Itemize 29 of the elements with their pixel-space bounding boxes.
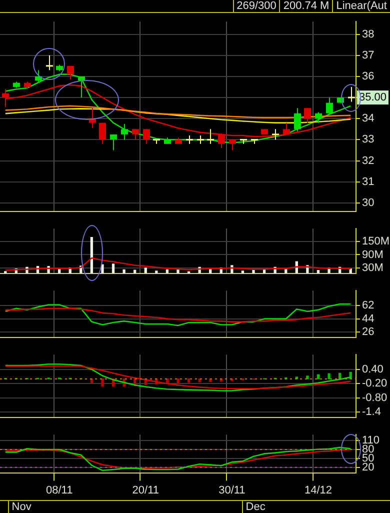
y-tick-label: 34 [362,112,374,125]
text: 200.74 M [279,0,332,12]
y-tick-label: 30 [362,196,374,209]
y-tick-label: 32 [362,154,374,167]
y-tick-label: 150M [362,236,390,248]
x-tick-label: 30/11 [218,484,246,496]
y-tick-label: 20 [362,461,374,474]
y-tick-label: 37 [362,49,374,62]
y-tick-label: 44 [362,312,374,325]
y-tick-label: -0.20 [362,378,388,390]
y-tick-label: 30M [362,262,384,274]
y-tick-label: 31 [362,176,374,188]
text: 269/300 [232,0,280,12]
text: Nov [8,501,32,513]
x-tick-label: 08/11 [46,484,73,496]
x-tick-label: 14/12 [304,484,332,496]
x-tick-label: 20/11 [132,484,159,496]
text: Dec [242,501,266,513]
y-tick-label: 33 [362,134,374,146]
y-tick-label: 36 [362,70,374,82]
y-tick-label: -1.4 [362,406,381,418]
y-tick-label: 26 [362,326,374,338]
y-tick-label: 0.40 [362,363,384,376]
y-tick-label: 90M [362,248,384,261]
text: 35.00 [359,92,387,104]
text: Linear(Aut [332,0,390,12]
y-tick-label: -0.80 [362,392,388,404]
y-tick-label: 38 [362,28,374,40]
y-tick-label: 62 [362,299,374,312]
